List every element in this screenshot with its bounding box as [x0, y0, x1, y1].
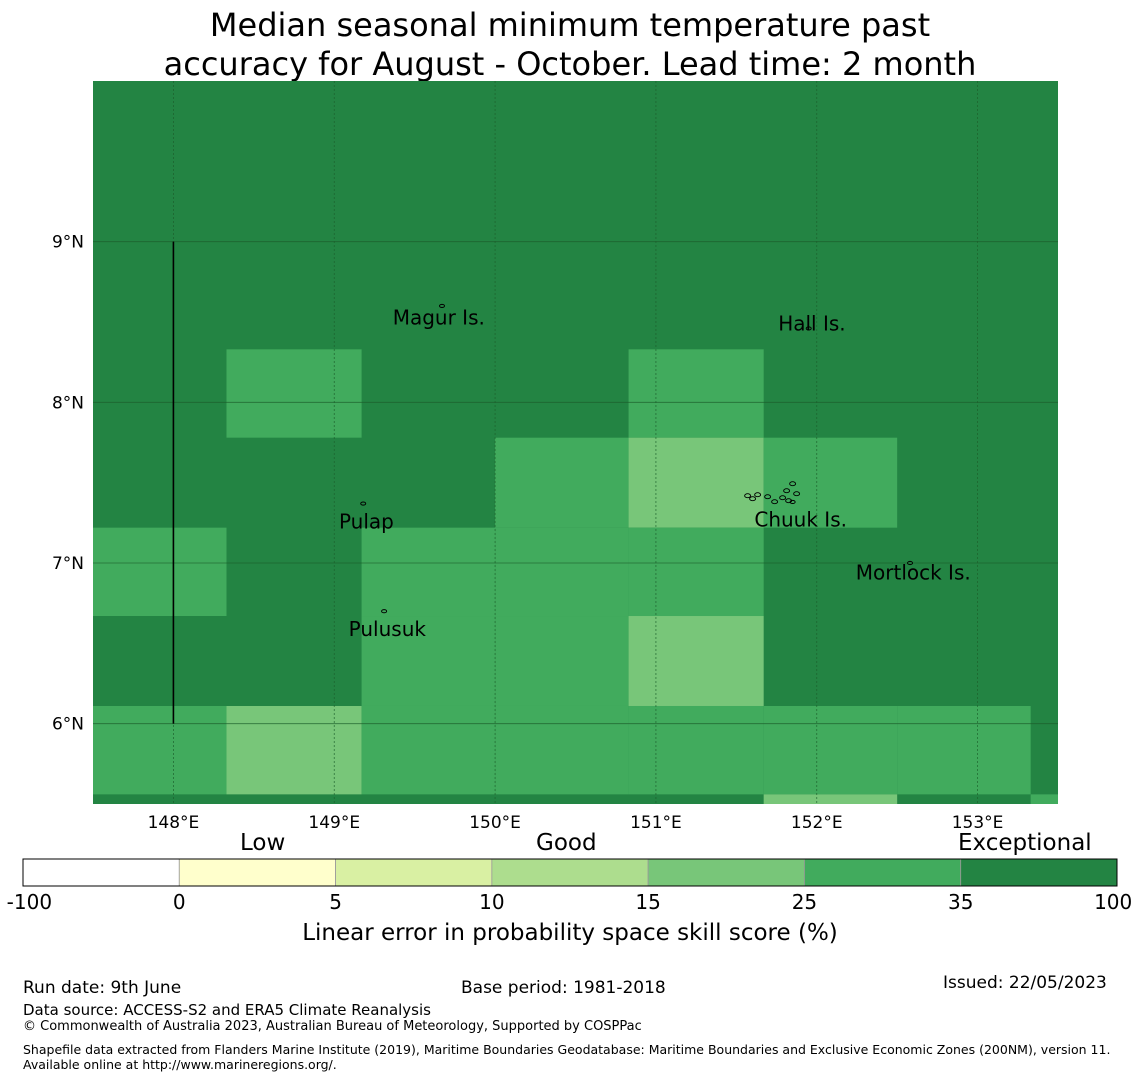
skill-cell — [495, 616, 629, 706]
lon-tick-label: 153°E — [952, 813, 1004, 830]
colorbar-category-exceptional: Exceptional — [958, 830, 1092, 856]
shapefile-credit: Shapefile data extracted from Flanders M… — [23, 1042, 1111, 1072]
title-line-2: accuracy for August - October. Lead time… — [163, 45, 977, 83]
skill-cell — [226, 705, 362, 795]
island-outline — [789, 499, 796, 505]
title-line-1: Median seasonal minimum temperature past — [209, 6, 931, 44]
place-label: Pulap — [339, 509, 394, 533]
place-label: Pulusuk — [349, 617, 427, 641]
skill-cell — [628, 349, 764, 438]
island-outline — [439, 303, 446, 309]
colorbar-tick-label: 25 — [791, 890, 818, 914]
place-label: Chuuk Is. — [754, 508, 847, 532]
run-date: Run date: 9th June — [23, 978, 182, 998]
skill-cell — [763, 794, 898, 804]
lat-tick-label: 9°N — [52, 233, 84, 253]
colorbar-label: Linear error in probability space skill … — [302, 920, 838, 946]
lon-tick-label: 148°E — [148, 813, 200, 830]
copyright: © Commonwealth of Australia 2023, Austra… — [23, 1019, 642, 1034]
chuuk-lagoon-outline — [744, 481, 801, 505]
island-outline — [360, 501, 367, 506]
skill-cell — [628, 705, 764, 795]
place-label: Hall Is. — [778, 312, 845, 336]
lat-tick-label: 6°N — [52, 715, 84, 735]
skill-cell — [495, 527, 629, 617]
colorbar-category-good: Good — [536, 830, 597, 856]
skill-cell — [628, 527, 764, 617]
island-outline — [381, 609, 388, 614]
place-label: Mortlock Is. — [856, 561, 971, 585]
lon-tick-label: 149°E — [308, 813, 360, 830]
skill-cell — [628, 437, 764, 528]
colorbar-tick-label: 35 — [947, 890, 974, 914]
skill-cells — [93, 81, 1058, 804]
skill-cell — [361, 616, 496, 706]
colorbar-tick-label: 100 — [1094, 890, 1133, 914]
lat-tick-label: 7°N — [52, 554, 84, 574]
colorbar-tick-label: 15 — [635, 890, 661, 914]
skill-cell — [495, 705, 629, 795]
colorbar-tick-label: 0 — [172, 890, 186, 914]
lon-tick-label: 150°E — [469, 813, 521, 830]
skill-cell — [361, 527, 496, 617]
skill-cell — [226, 349, 362, 438]
colorbar-tick-label: -100 — [6, 890, 53, 914]
colorbar-segment — [804, 858, 962, 887]
skill-cell — [93, 527, 227, 617]
colorbar-segment — [491, 858, 649, 887]
island-outline — [805, 326, 812, 331]
colorbar-tick-label: 5 — [329, 890, 342, 914]
skill-cell — [1030, 794, 1058, 804]
lon-tick-label: 151°E — [630, 813, 682, 830]
skill-map: Magur Is. Hall Is. Pulap Chuuk Is. Mortlock … — [52, 81, 1058, 830]
colorbar-tick-label: 10 — [479, 890, 505, 914]
colorbar — [22, 858, 1118, 887]
skill-cell — [763, 705, 898, 795]
colorbar-segment — [647, 858, 805, 887]
colorbar-frame — [22, 858, 1118, 887]
lat-tick-label: 8°N — [52, 393, 84, 413]
lon-tick-label: 152°E — [791, 813, 843, 830]
skill-cell — [361, 705, 496, 795]
issued-date: Issued: 22/05/2023 — [943, 973, 1107, 993]
colorbar-segment — [960, 858, 1118, 887]
base-period: Base period: 1981-2018 — [461, 978, 666, 998]
skill-cell — [628, 616, 764, 706]
data-source: Data source: ACCESS-S2 and ERA5 Climate … — [23, 1001, 431, 1019]
colorbar-segment — [335, 858, 493, 887]
colorbar-category-low: Low — [240, 830, 286, 856]
island-outline — [907, 560, 914, 566]
place-label: Magur Is. — [393, 305, 485, 329]
gridlines — [93, 81, 1058, 804]
skill-cell — [93, 705, 227, 795]
skill-cell — [495, 437, 629, 528]
skill-cell — [763, 437, 898, 528]
map-overlay: Magur Is. Hall Is. Pulap Chuuk Is. Mortlock … — [52, 233, 1003, 830]
colorbar-segment — [178, 858, 336, 887]
skill-cell — [897, 705, 1031, 795]
colorbar-segment — [22, 858, 180, 887]
